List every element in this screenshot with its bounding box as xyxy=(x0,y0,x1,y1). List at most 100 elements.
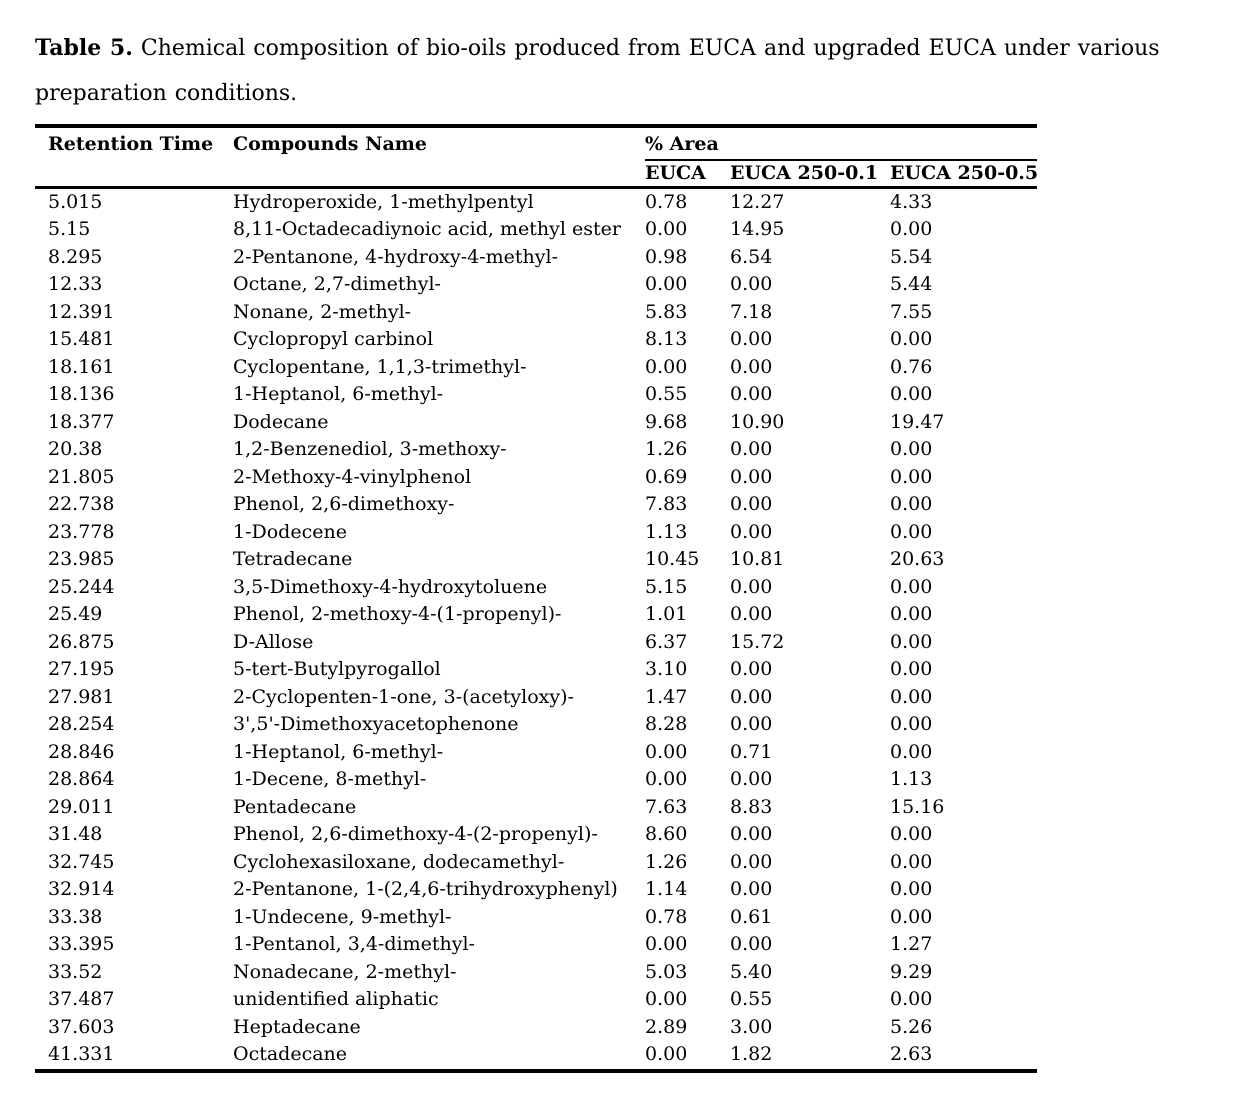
euca-250-01-cell: 0.00 xyxy=(730,768,773,790)
retention-time-cell: 5.15 xyxy=(48,218,91,240)
retention-time-cell: 32.914 xyxy=(48,878,115,900)
table-body: 5.015 Hydroperoxide, 1-methylpentyl 0.78 12… xyxy=(35,187,1037,1071)
euca-cell: 0.00 xyxy=(645,218,688,240)
euca-cell: 8.60 xyxy=(645,823,688,845)
caption-line1: Chemical composition of bio-oils produce… xyxy=(132,36,1160,61)
euca-cell: 0.00 xyxy=(645,768,688,790)
retention-time-cell: 18.161 xyxy=(48,355,115,378)
euca-250-05-cell: 0.00 xyxy=(890,850,933,873)
col-header-compounds-name: Compounds Name xyxy=(233,133,427,155)
caption-line2: preparation conditions. xyxy=(35,81,298,106)
retention-time-cell: 27.195 xyxy=(48,658,115,680)
compound-name-cell: 2-Pentanone, 1-(2,4,6-trihydroxyphenyl) xyxy=(233,878,618,900)
compound-name-cell: 1-Pentanol, 3,4-dimethyl- xyxy=(233,933,475,955)
euca-cell: 0.69 xyxy=(645,465,688,488)
euca-250-01-cell: 0.00 xyxy=(730,933,773,955)
euca-250-01-cell: 0.00 xyxy=(730,823,773,845)
compound-name-cell: Nonane, 2-methyl- xyxy=(233,300,412,323)
col-header-retention-time: Retention Time xyxy=(48,133,214,155)
euca-cell: 8.13 xyxy=(645,328,688,350)
euca-cell: 0.78 xyxy=(645,190,688,213)
euca-250-05-cell: 0.00 xyxy=(890,575,933,598)
caption-table-number: Table 5. xyxy=(35,35,133,61)
col-header-euca: EUCA xyxy=(645,160,730,189)
euca-cell: 8.28 xyxy=(645,713,688,735)
col-header-euca-250-01: EUCA 250-0.1 xyxy=(730,160,890,189)
table-row: 18.136 1-Heptanol, 6-methyl- 0.55 0.00 0.00 xyxy=(35,381,1037,409)
euca-250-05-cell: 0.00 xyxy=(890,438,933,460)
table-row: 27.195 5-tert-Butylpyrogallol 3.10 0.00 0.00 xyxy=(35,656,1037,684)
euca-250-05-cell: 15.16 xyxy=(890,795,945,818)
euca-250-05-cell: 9.29 xyxy=(890,960,933,983)
compound-name-cell: 1-Heptanol, 6-methyl- xyxy=(233,740,444,763)
euca-250-05-cell: 0.00 xyxy=(890,603,933,625)
euca-250-05-cell: 0.00 xyxy=(890,383,933,405)
compound-name-cell: Tetradecane xyxy=(233,548,353,570)
compound-name-cell: Cyclopropyl carbinol xyxy=(233,328,434,350)
compound-name-cell: Cyclopentane, 1,1,3-trimethyl- xyxy=(233,355,527,378)
euca-cell: 3.10 xyxy=(645,658,688,680)
euca-250-05-cell: 0.00 xyxy=(890,878,933,900)
retention-time-cell: 37.603 xyxy=(48,1015,115,1038)
euca-cell: 0.00 xyxy=(645,355,688,378)
table-row: 25.49 Phenol, 2-methoxy-4-(1-propenyl)- 1.… xyxy=(35,601,1037,629)
table-row: 41.331 Octadecane 0.00 1.82 2.63 xyxy=(35,1041,1037,1071)
compound-name-cell: Octadecane xyxy=(233,1043,348,1065)
compound-name-cell: Nonadecane, 2-methyl- xyxy=(233,960,457,983)
euca-cell: 6.37 xyxy=(645,630,688,653)
compound-name-cell: Pentadecane xyxy=(233,795,357,818)
euca-250-05-cell: 1.13 xyxy=(890,768,933,790)
euca-250-01-cell: 0.00 xyxy=(730,520,773,543)
table-row: 8.295 2-Pentanone, 4-hydroxy-4-methyl- 0.9… xyxy=(35,244,1037,272)
euca-250-01-cell: 0.71 xyxy=(730,740,773,763)
euca-250-05-cell: 0.00 xyxy=(890,493,933,515)
retention-time-cell: 33.395 xyxy=(48,933,115,955)
table-row: 25.244 3,5-Dimethoxy-4-hydroxytoluene 5.15… xyxy=(35,574,1037,602)
euca-cell: 0.00 xyxy=(645,740,688,763)
euca-250-05-cell: 2.63 xyxy=(890,1043,933,1065)
euca-250-05-cell: 19.47 xyxy=(890,410,945,433)
euca-cell: 5.15 xyxy=(645,575,688,598)
euca-250-05-cell: 0.76 xyxy=(890,355,933,378)
euca-cell: 0.00 xyxy=(645,933,688,955)
euca-cell: 0.00 xyxy=(645,1043,688,1065)
euca-250-05-cell: 5.26 xyxy=(890,1015,933,1038)
retention-time-cell: 15.481 xyxy=(48,328,115,350)
retention-time-cell: 12.33 xyxy=(48,273,103,295)
table-row: 15.481 Cyclopropyl carbinol 8.13 0.00 0.00 xyxy=(35,326,1037,354)
euca-250-05-cell: 0.00 xyxy=(890,988,933,1010)
euca-250-01-cell: 10.90 xyxy=(730,410,785,433)
header-row-samples: EUCA EUCA 250-0.1 EUCA 250-0.5 xyxy=(35,160,1038,189)
table-row: 33.52 Nonadecane, 2-methyl- 5.03 5.40 9.29 xyxy=(35,959,1037,987)
compound-name-cell: 5-tert-Butylpyrogallol xyxy=(233,658,441,680)
euca-250-01-cell: 14.95 xyxy=(730,218,785,240)
retention-time-cell: 22.738 xyxy=(48,493,115,515)
retention-time-cell: 23.778 xyxy=(48,520,115,543)
euca-250-05-cell: 0.00 xyxy=(890,328,933,350)
retention-time-cell: 27.981 xyxy=(48,685,115,708)
euca-250-05-cell: 7.55 xyxy=(890,300,933,323)
compound-name-cell: Hydroperoxide, 1-methylpentyl xyxy=(233,190,534,213)
compound-name-cell: 1,2-Benzenediol, 3-methoxy- xyxy=(233,438,507,460)
table-row: 28.254 3',5'-Dimethoxyacetophenone 8.28 0.0… xyxy=(35,711,1037,739)
euca-250-01-cell: 1.82 xyxy=(730,1043,773,1065)
retention-time-cell: 33.52 xyxy=(48,960,103,983)
euca-250-05-cell: 0.00 xyxy=(890,713,933,735)
table-row: 20.38 1,2-Benzenediol, 3-methoxy- 1.26 0.00… xyxy=(35,436,1037,464)
table-row: 12.33 Octane, 2,7-dimethyl- 0.00 0.00 5.44 xyxy=(35,271,1037,299)
euca-250-05-cell: 0.00 xyxy=(890,520,933,543)
euca-cell: 0.55 xyxy=(645,383,688,405)
compound-name-cell: Cyclohexasiloxane, dodecamethyl- xyxy=(233,850,565,873)
euca-250-01-cell: 0.55 xyxy=(730,988,773,1010)
euca-250-01-cell: 0.00 xyxy=(730,493,773,515)
euca-cell: 7.83 xyxy=(645,493,688,515)
table-row: 23.985 Tetradecane 10.45 10.81 20.63 xyxy=(35,546,1037,574)
euca-250-01-cell: 0.00 xyxy=(730,575,773,598)
euca-250-01-cell: 0.00 xyxy=(730,383,773,405)
retention-time-cell: 29.011 xyxy=(48,795,115,818)
table-row: 33.38 1-Undecene, 9-methyl- 0.78 0.61 0.00 xyxy=(35,904,1037,932)
table-row: 28.864 1-Decene, 8-methyl- 0.00 0.00 1.13 xyxy=(35,766,1037,794)
compound-name-cell: Octane, 2,7-dimethyl- xyxy=(233,273,441,295)
composition-table: Retention Time Compounds Name % Area EUC… xyxy=(35,124,1038,1073)
